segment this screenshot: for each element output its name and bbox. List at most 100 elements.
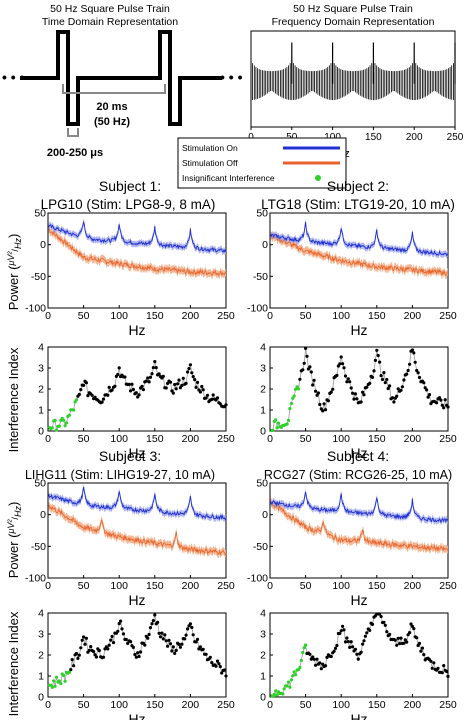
index-point — [346, 640, 350, 644]
y-tick-label: 4 — [260, 342, 266, 354]
index-point — [373, 358, 377, 362]
index-point — [422, 381, 426, 385]
x-tick-label: 200 — [182, 310, 200, 322]
index-point — [121, 632, 126, 636]
index-point — [140, 384, 144, 388]
index-point — [93, 653, 97, 657]
y-tick-label: 1 — [38, 671, 44, 683]
index-point — [79, 646, 83, 650]
index-point — [359, 650, 363, 654]
x-tick-label: 0 — [45, 580, 51, 592]
index-point — [174, 387, 178, 391]
index-point — [385, 630, 389, 634]
index-point — [84, 381, 88, 385]
index-point — [410, 624, 414, 628]
subject-3-title-line1: Subject 3: — [99, 448, 161, 464]
index-point — [113, 384, 117, 388]
index-point — [399, 388, 403, 392]
index-point — [77, 653, 81, 657]
index-point — [429, 659, 433, 663]
index-point — [353, 392, 357, 396]
stim-off-band — [270, 230, 448, 280]
index-point — [362, 393, 366, 397]
index-point — [106, 647, 110, 651]
index-point — [183, 637, 187, 641]
power-ylabel-unit-den: Hz — [13, 238, 23, 249]
y-tick-label: -100 — [25, 573, 46, 585]
index-point — [109, 638, 113, 642]
width-bracket — [67, 128, 79, 137]
index-point — [89, 645, 93, 649]
power-axes-box — [47, 482, 227, 579]
index-point — [178, 645, 182, 649]
x-tick-label: 50 — [78, 699, 90, 711]
index-point — [79, 388, 83, 392]
index-point — [333, 646, 338, 651]
subject-4-title-line2: RCG27 (Stim: RCG26-25, 10 mA) — [264, 468, 452, 482]
index-point — [339, 629, 343, 633]
index-point — [168, 642, 173, 646]
index-point — [339, 355, 343, 359]
spectrum-lines — [252, 59, 456, 101]
power-ylabel-unit-den: Hz — [13, 506, 23, 517]
index-point — [346, 377, 350, 381]
x-tick-label: 100 — [332, 580, 350, 592]
index-point — [318, 661, 322, 665]
x-tick-label: 250 — [439, 580, 457, 592]
x-tick-label: 0 — [267, 310, 273, 322]
index-point — [435, 401, 439, 405]
index-point — [215, 396, 220, 400]
index-point — [396, 387, 400, 391]
index-point — [166, 644, 170, 648]
index-point — [375, 348, 379, 352]
index-point — [422, 653, 426, 657]
index-point — [137, 654, 141, 659]
index-point — [154, 366, 158, 370]
index-point — [181, 376, 185, 380]
index-point — [173, 382, 177, 387]
stim-on-line — [270, 221, 449, 257]
index-point — [378, 360, 382, 364]
index-point — [116, 372, 120, 377]
index-point — [124, 637, 128, 642]
insignificant-point — [272, 692, 276, 697]
index-point — [363, 634, 367, 638]
index-point — [353, 647, 357, 651]
insignificant-point — [57, 424, 62, 428]
power-ylabel-top: Power (μV²/Hz) — [6, 234, 23, 311]
index-point — [308, 652, 312, 656]
frequency-domain-spectrum — [252, 42, 456, 101]
x-tick-label: 150 — [146, 580, 164, 592]
insignificant-point — [274, 689, 278, 693]
insignificant-point — [74, 398, 79, 402]
index-point — [412, 627, 416, 631]
index-point — [402, 641, 406, 645]
index-point — [195, 380, 200, 384]
index-point — [335, 643, 339, 648]
subject-4-index-plot: 0 1 2 3 4 0 50 100 150 200 250 Hz — [260, 608, 457, 720]
insignificant-point — [53, 684, 57, 688]
index-point — [190, 371, 194, 375]
index-point — [176, 382, 180, 386]
y-tick-label: 1 — [260, 671, 266, 683]
index-point — [186, 627, 190, 631]
index-point — [352, 397, 356, 401]
index-point — [417, 375, 422, 380]
index-point — [376, 353, 380, 358]
index-point — [201, 388, 205, 392]
insignificant-point — [54, 675, 59, 679]
index-point — [195, 637, 200, 642]
index-point — [77, 392, 81, 397]
x-tick-label: 100 — [332, 310, 350, 322]
svg-text:Power (μV²/Hz): Power (μV²/Hz) — [6, 234, 23, 311]
index-point — [408, 362, 412, 366]
insignificant-point — [294, 673, 298, 677]
x-tick-label: 50 — [78, 433, 90, 445]
x-axis-label: Hz — [128, 592, 145, 608]
index-point — [402, 378, 406, 382]
index-point — [146, 636, 150, 640]
index-point — [153, 613, 157, 617]
insignificant-point — [285, 422, 289, 426]
index-point — [355, 397, 359, 401]
